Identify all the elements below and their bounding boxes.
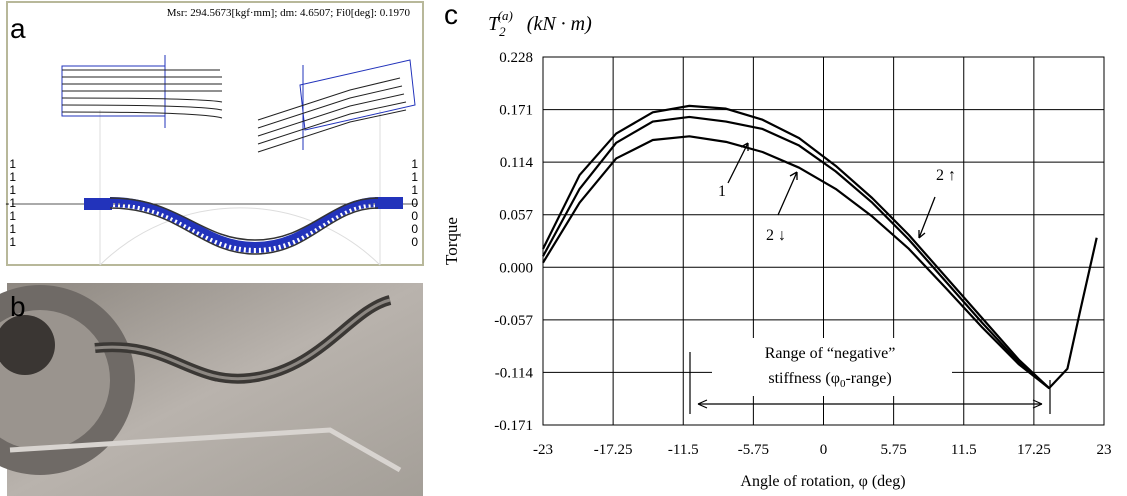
series-line [542, 115, 1050, 389]
photo-hole [0, 315, 55, 375]
y-axis-label: Torque [442, 217, 461, 265]
y-tick-label: 0.057 [499, 208, 533, 224]
annotations [727, 142, 936, 239]
x-tick-label: 5.75 [881, 442, 907, 458]
side-tick: 1 [9, 209, 16, 223]
range-label: stiffness (φ0-range) [768, 370, 891, 390]
x-tick-label: 23 [1097, 442, 1112, 458]
guide-arc [99, 207, 381, 266]
side-tick: 1 [411, 170, 418, 184]
x-tick-label: -11.5 [668, 442, 699, 458]
photo-strip-highlight [94, 298, 391, 381]
strip-bottom [12, 197, 418, 255]
x-axis-label: Angle of rotation, φ (deg) [740, 473, 905, 490]
range-label-bg [712, 338, 952, 396]
side-tick: 1 [411, 157, 418, 171]
range-sub: 0 [840, 378, 846, 390]
y-tick-label: 0.171 [499, 103, 533, 119]
x-tick-label: -17.25 [594, 442, 633, 458]
y-tick-label: 0.000 [499, 260, 533, 276]
y-tick-label: 0.228 [499, 50, 533, 66]
plot: -0.171 -0.114 -0.057 0.000 0.057 0.114 0.171 0.… [494, 50, 1111, 458]
y-tick-label: 0.114 [500, 155, 534, 171]
side-tick: 0 [411, 235, 418, 249]
range-label: Range of “negative” [765, 345, 896, 362]
x-tick-label: 11.5 [951, 442, 977, 458]
superscript: (a) [498, 8, 513, 23]
series-line [542, 135, 1050, 389]
unit: (kN · m) [527, 13, 592, 35]
y-tick-label: -0.057 [494, 313, 533, 329]
side-tick: 0 [411, 222, 418, 236]
plot-frame [542, 56, 1105, 426]
x-tick-label: -5.75 [738, 442, 769, 458]
y-tick-label: -0.171 [494, 418, 533, 434]
annotation: 1 [718, 183, 726, 200]
side-tick: 0 [411, 196, 418, 210]
side-tick: -1 [5, 196, 16, 210]
panel-label: c [444, 0, 458, 30]
x-tick-label: 17.25 [1017, 442, 1051, 458]
simulation-frame [6, 1, 424, 266]
series-line [542, 104, 1098, 390]
side-tick: 1 [9, 183, 16, 197]
side-tick: 1 [9, 170, 16, 184]
annotation: 2 ↑ [936, 167, 956, 184]
arrow [918, 196, 936, 239]
side-tick: 1 [9, 157, 16, 171]
subscript: 2 [499, 24, 506, 39]
y-tick-label: -0.114 [495, 365, 534, 381]
arrow [727, 142, 749, 184]
side-tick: 1 [411, 183, 418, 197]
panel-label: b [10, 291, 26, 322]
side-tick: 1 [9, 235, 16, 249]
range-text: -range) [845, 370, 891, 387]
annotation: 2 ↓ [766, 227, 786, 244]
panel-label: a [10, 13, 26, 44]
symbol: T [488, 13, 501, 35]
strip-top-right [257, 59, 416, 153]
strip-top-left [61, 55, 223, 128]
arrow [777, 171, 798, 216]
range-bracket [689, 352, 1051, 414]
range-text: stiffness (φ [768, 370, 840, 387]
side-tick: 0 [411, 209, 418, 223]
photo-wire [9, 427, 402, 473]
y-unit-label: T2(a) (kN · m) [488, 8, 592, 39]
x-tick-label: 0 [820, 442, 828, 458]
simulation-header: Msr: 294.5673[kgf·mm]; dm: 4.6507; Fi0[d… [167, 7, 411, 19]
x-tick-label: -23 [533, 442, 553, 458]
side-tick: 1 [9, 222, 16, 236]
